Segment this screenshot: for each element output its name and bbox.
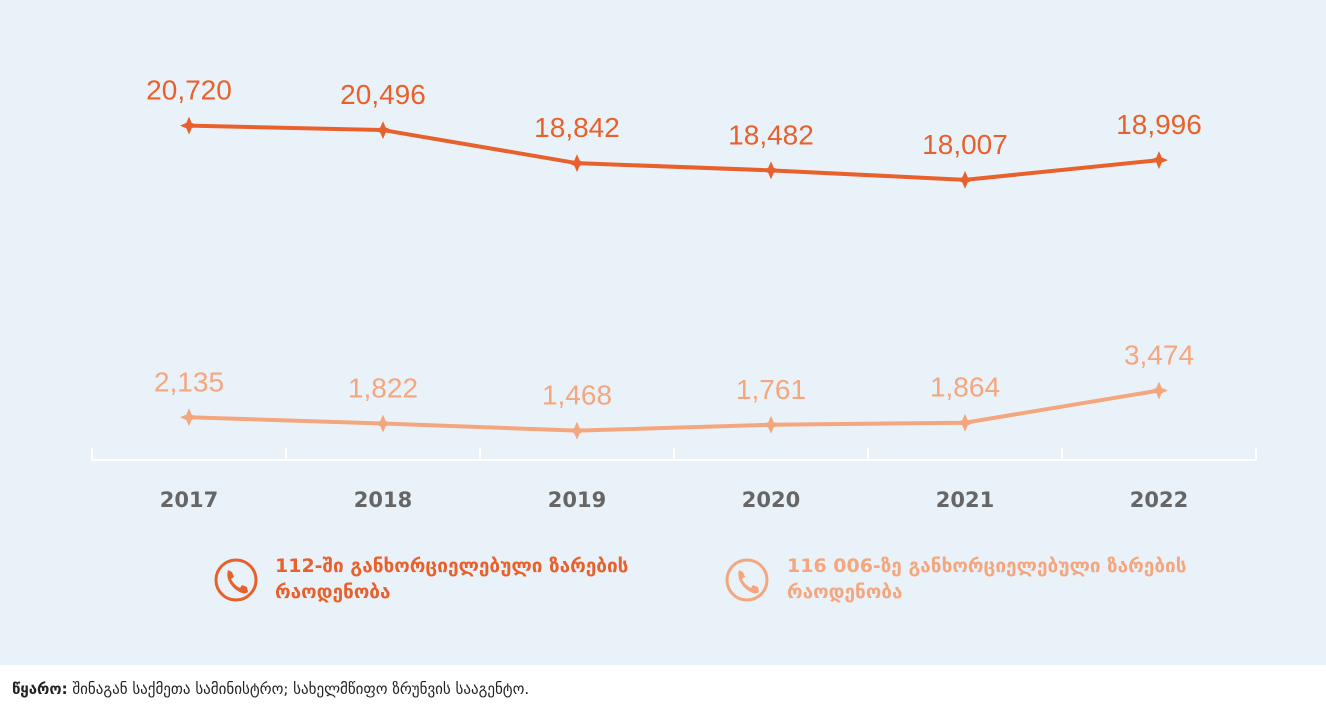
x-tick-label: 2019: [548, 488, 606, 512]
point-marker: [1150, 381, 1168, 400]
point-marker: [568, 154, 586, 173]
point-marker: [180, 116, 198, 135]
point-marker: [374, 121, 392, 140]
x-tick-label: 2022: [1130, 488, 1188, 512]
series-line: [188, 388, 1160, 433]
series-line: [188, 123, 1160, 182]
data-label: 1,761: [736, 374, 806, 405]
x-tick-label: 2017: [160, 488, 218, 512]
source-text: შინაგან საქმეთა სამინისტრო; სახელმწიფო ზ…: [72, 680, 530, 698]
data-label: 1,468: [542, 380, 612, 411]
data-label: 2,135: [154, 366, 224, 397]
data-label: 18,482: [728, 119, 814, 150]
point-marker: [1150, 151, 1168, 170]
data-label: 20,720: [146, 75, 232, 106]
point-marker: [762, 415, 780, 434]
data-label: 3,474: [1124, 340, 1194, 371]
legend-icon-phone: [227, 570, 248, 594]
legend-entry: 112-ში განხორციელებული ზარების რაოდენობა: [275, 555, 629, 603]
x-tick-label: 2018: [354, 488, 412, 512]
x-tick-label: 2020: [742, 488, 800, 512]
point-marker: [374, 414, 392, 433]
data-label: 18,842: [534, 112, 620, 143]
data-label: 1,822: [348, 373, 418, 404]
legend-icon: [725, 558, 769, 602]
source-label: წყარო:: [12, 680, 68, 698]
point-marker: [568, 421, 586, 440]
point-marker: [762, 161, 780, 180]
data-label: 20,496: [340, 79, 426, 110]
chart-background: [0, 0, 1326, 665]
legend-icon: [214, 558, 258, 602]
point-marker: [956, 170, 974, 189]
data-label: 18,007: [922, 129, 1008, 160]
source: წყარო: შინაგან საქმეთა სამინისტრო; სახელ…: [12, 680, 529, 698]
point-marker: [180, 408, 198, 427]
data-label: 1,864: [930, 372, 1000, 403]
legend-entry: 116 006-ზე განხორციელებული ზარების რაოდე…: [787, 555, 1187, 603]
data-label: 18,996: [1116, 109, 1202, 140]
x-tick-label: 2021: [936, 488, 994, 512]
legend-icon-phone: [738, 570, 759, 594]
point-marker: [956, 413, 974, 432]
